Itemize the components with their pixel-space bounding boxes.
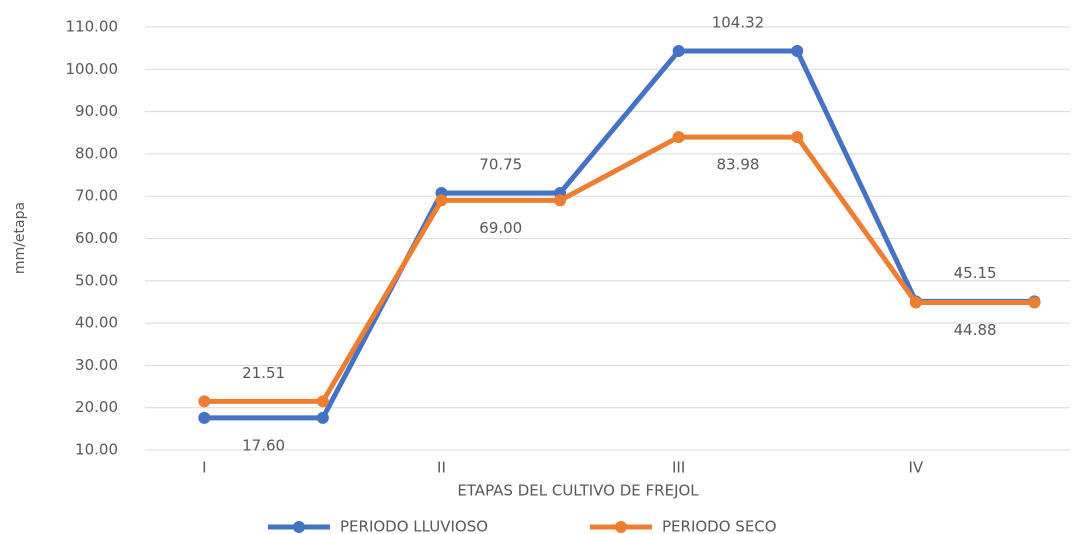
- y-tick-label: 60.00: [75, 229, 118, 247]
- x-tick-label: IV: [908, 459, 923, 477]
- data-point: [198, 395, 211, 408]
- y-tick-label: 40.00: [75, 314, 118, 332]
- data-point: [791, 131, 804, 144]
- data-point: [554, 194, 567, 207]
- y-tick-label: 30.00: [75, 356, 118, 374]
- data-point: [198, 411, 211, 424]
- y-tick-label: 90.00: [75, 102, 118, 120]
- data-label: 44.88: [954, 321, 997, 339]
- x-tick-label: I: [202, 459, 206, 477]
- y-tick-label: 50.00: [75, 271, 118, 289]
- y-tick-label: 80.00: [75, 144, 118, 162]
- legend-marker: [615, 521, 627, 533]
- legend-label: PERIODO SECO: [662, 518, 777, 534]
- data-point: [672, 131, 685, 144]
- data-point: [316, 395, 329, 408]
- y-tick-label: 110.00: [66, 18, 119, 36]
- data-point: [435, 194, 448, 207]
- y-tick-label: 100.00: [66, 60, 119, 78]
- y-tick-label: 70.00: [75, 187, 118, 205]
- data-label: 69.00: [479, 219, 522, 237]
- legend-label: PERIODO LLUVIOSO: [340, 518, 488, 534]
- data-point: [909, 296, 922, 309]
- data-label: 21.51: [242, 364, 285, 382]
- data-point: [672, 45, 685, 58]
- x-tick-label: II: [437, 459, 446, 477]
- legend-marker: [293, 521, 305, 533]
- y-tick-label: 10.00: [75, 441, 118, 459]
- data-label: 45.15: [954, 264, 997, 282]
- y-tick-label: 20.00: [75, 398, 118, 416]
- data-label: 17.60: [242, 436, 285, 454]
- x-axis-title: ETAPAS DEL CULTIVO DE FREJOL: [457, 482, 699, 500]
- series-line: [204, 134, 1035, 404]
- x-tick-label: III: [672, 459, 685, 477]
- series-line: [204, 48, 1035, 421]
- data-point: [1028, 296, 1041, 309]
- data-label: 104.32: [712, 14, 765, 32]
- y-axis-title: mm/etapa: [12, 202, 28, 274]
- data-point: [316, 411, 329, 424]
- data-label: 83.98: [716, 156, 759, 174]
- data-label: 70.75: [479, 156, 522, 174]
- data-point: [791, 45, 804, 58]
